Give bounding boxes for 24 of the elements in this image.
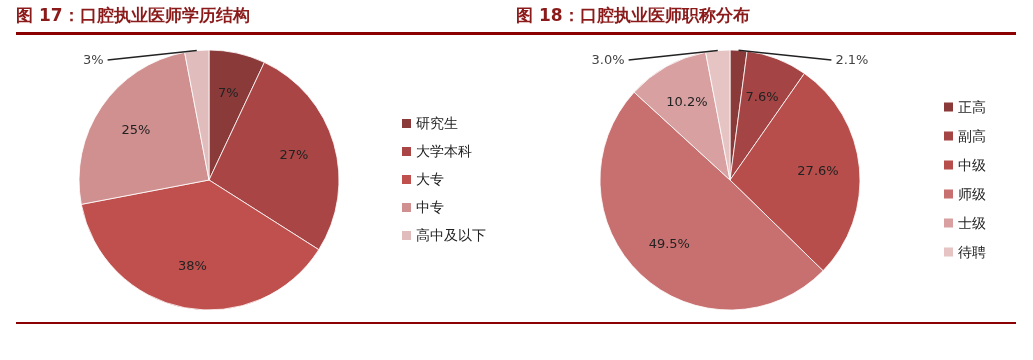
data-label: 27.6% <box>797 163 839 179</box>
data-label: 10.2% <box>666 94 708 110</box>
data-label: 2.1% <box>835 51 869 67</box>
legend-label: 正高 <box>958 98 986 115</box>
legend-label: 副高 <box>958 127 986 144</box>
legend-label: 中专 <box>416 199 444 215</box>
data-label: 3.0% <box>591 51 625 67</box>
legend-label: 中级 <box>958 156 986 173</box>
data-label: 27% <box>279 146 309 162</box>
data-label: 7.6% <box>745 89 779 105</box>
legend-label: 大专 <box>416 171 444 187</box>
legend-label: 高中及以下 <box>416 227 486 243</box>
legend-label: 师级 <box>958 185 986 202</box>
data-label: 25% <box>121 121 151 137</box>
chart-title: 图 17：口腔执业医师学历结构 <box>16 4 250 27</box>
legend-label: 待聘 <box>958 243 986 260</box>
data-label: 38% <box>177 258 207 274</box>
legend-label: 大学本科 <box>416 143 472 159</box>
chart-title: 图 18：口腔执业医师职称分布 <box>516 4 750 27</box>
data-label: 49.5% <box>648 235 690 251</box>
legend-label: 研究生 <box>416 115 458 131</box>
legend-label: 士级 <box>958 214 986 231</box>
data-label: 3% <box>82 51 104 67</box>
data-label: 7% <box>217 85 239 101</box>
